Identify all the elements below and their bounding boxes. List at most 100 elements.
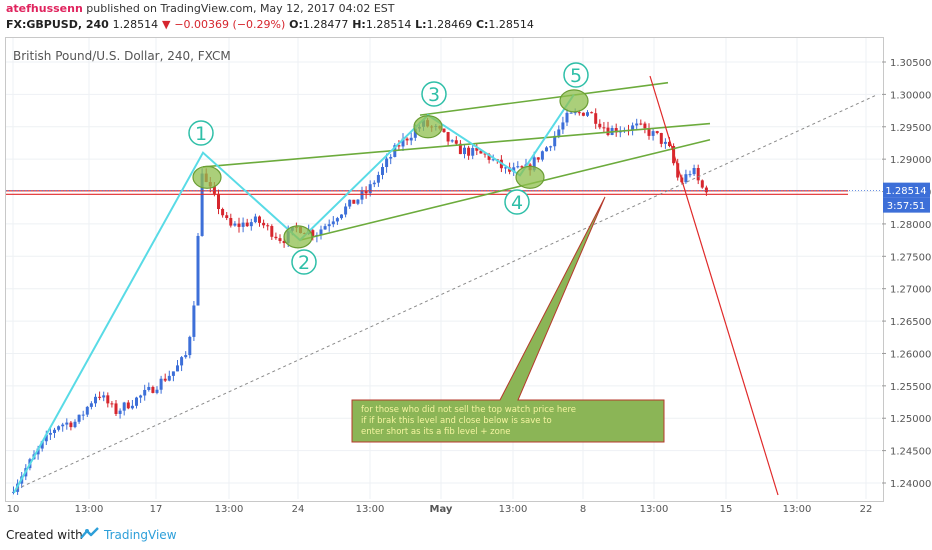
- symbol-label: FX:GBPUSD, 240: [6, 18, 109, 31]
- candle-body: [73, 421, 77, 428]
- candle-body: [36, 448, 40, 455]
- y-tick-label: 1.24000: [890, 479, 931, 490]
- x-tick-label: 13:00: [783, 504, 812, 515]
- projection-line: [649, 75, 779, 496]
- candle-body: [85, 406, 89, 415]
- close-value: 1.28514: [488, 18, 534, 31]
- wave-label-number: 4: [511, 192, 523, 214]
- candle-body: [348, 199, 352, 207]
- candle-body: [278, 238, 282, 241]
- candle-body: [188, 336, 192, 356]
- candle-body: [549, 146, 553, 148]
- candle-body: [520, 166, 524, 168]
- candle-body: [327, 224, 331, 227]
- candle-body: [639, 123, 643, 125]
- candle-body: [323, 226, 327, 230]
- candle-body: [454, 140, 458, 144]
- candle-body: [249, 222, 253, 227]
- candle-body: [692, 167, 696, 175]
- candle-body: [668, 141, 671, 146]
- candle-body: [274, 236, 278, 239]
- candle-body: [655, 131, 659, 133]
- candle-body: [463, 147, 466, 155]
- candle-body: [151, 386, 155, 393]
- candle-body: [557, 129, 561, 136]
- candle-body: [643, 123, 647, 129]
- candle-body: [282, 240, 286, 244]
- x-tick-label: 22: [860, 504, 873, 515]
- candle-body: [118, 410, 122, 414]
- candle-body: [364, 191, 368, 194]
- last-price: 1.28514: [112, 18, 159, 31]
- candle-body: [635, 123, 639, 126]
- candle-body: [245, 222, 249, 227]
- candle-body: [163, 378, 167, 381]
- publish-line: atefhussenn published on TradingView.com…: [6, 2, 395, 15]
- candle-body: [155, 389, 159, 393]
- x-tick-label: 10: [7, 504, 20, 515]
- candle-body: [176, 365, 179, 372]
- pivot-ellipse: [192, 165, 222, 189]
- x-tick-label: May: [430, 504, 453, 515]
- candle-body: [77, 414, 81, 422]
- y-tick-label: 1.27000: [890, 285, 931, 296]
- x-tick-label: 15: [720, 504, 733, 515]
- wave-label-circle: [421, 81, 447, 107]
- y-tick-label: 1.30000: [890, 90, 931, 101]
- candle-body: [397, 145, 401, 147]
- y-tick-label: 1.30500: [890, 58, 931, 69]
- candle-body: [167, 375, 171, 381]
- tradingview-link[interactable]: TradingView: [104, 528, 177, 542]
- ohlc-line: FX:GBPUSD, 240 1.28514 ▼ −0.00369 (−0.29…: [6, 18, 534, 31]
- wave-label-circle: [563, 62, 589, 88]
- candle-body: [594, 113, 598, 124]
- price-chart[interactable]: 1 2 3 4 5 for those who did not sell the top …: [0, 0, 932, 516]
- candle-body: [512, 167, 516, 172]
- dashed-trendline: [15, 95, 876, 490]
- candle-body: [651, 131, 655, 136]
- candle-body: [89, 403, 93, 407]
- y-tick-label: 1.29500: [890, 123, 931, 134]
- candle-body: [602, 127, 606, 129]
- last-price-badge: [883, 182, 930, 198]
- candle-body: [586, 112, 589, 116]
- candle-body: [684, 174, 688, 183]
- candle-body: [450, 140, 454, 142]
- y-tick-label: 1.24500: [890, 447, 931, 458]
- candle-body: [106, 395, 110, 404]
- low-value: 1.28469: [426, 18, 473, 31]
- channel-line-upper-1: [202, 122, 711, 168]
- candle-body: [475, 148, 479, 151]
- candle-body: [483, 153, 487, 155]
- close-label: C:: [475, 18, 489, 31]
- candle-body: [184, 355, 188, 358]
- candle-body: [311, 230, 315, 237]
- pivot-ellipse: [559, 89, 589, 113]
- candle-body: [446, 132, 450, 142]
- candle-body: [553, 135, 557, 147]
- countdown-badge-text: 3:57:51: [887, 201, 926, 212]
- candle-body: [663, 141, 667, 144]
- publish-info: published on TradingView.com, May 12, 20…: [82, 2, 395, 15]
- wave-label-circle: [188, 120, 214, 146]
- candle-body: [647, 128, 651, 136]
- candle-body: [212, 186, 216, 194]
- candle-body: [688, 174, 692, 176]
- x-tick-label: 13:00: [499, 504, 528, 515]
- candle-body: [61, 424, 65, 427]
- candle-body: [340, 214, 343, 219]
- candle-body: [81, 414, 85, 416]
- wave-label-number: 2: [298, 252, 310, 274]
- author-link[interactable]: atefhussenn: [6, 2, 83, 15]
- candle-body: [319, 229, 323, 235]
- candle-body: [504, 167, 507, 169]
- price-change: −0.00369 (−0.29%): [174, 18, 286, 31]
- candle-body: [413, 128, 417, 138]
- annotation-text-line: for those who did not sell the top watch…: [361, 405, 576, 415]
- candle-body: [221, 209, 225, 216]
- elliott-wave-line: [13, 93, 575, 494]
- high-label: H:: [352, 18, 366, 31]
- candle-body: [577, 112, 581, 114]
- candle-body: [53, 429, 56, 433]
- candle-body: [180, 357, 184, 366]
